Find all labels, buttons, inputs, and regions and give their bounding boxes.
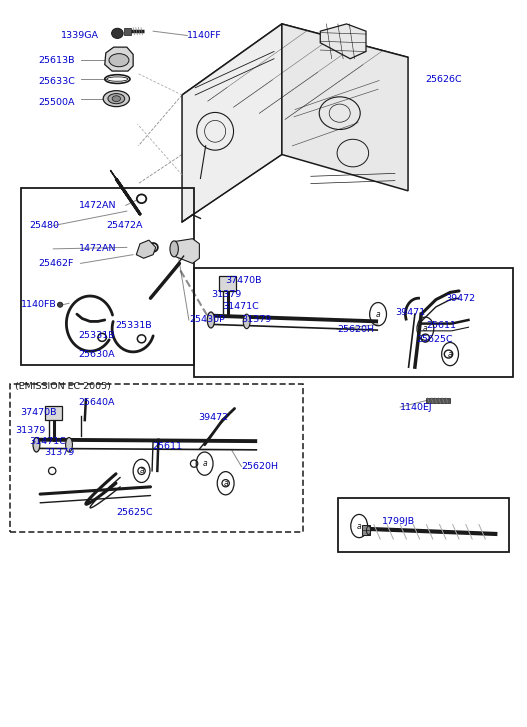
Polygon shape: [174, 238, 199, 263]
Ellipse shape: [109, 54, 129, 67]
Ellipse shape: [103, 91, 130, 107]
Text: 25480: 25480: [30, 221, 60, 230]
Ellipse shape: [243, 314, 250, 329]
Ellipse shape: [112, 96, 121, 102]
Text: 31379: 31379: [44, 448, 74, 457]
Ellipse shape: [108, 94, 125, 104]
Text: 1339GA: 1339GA: [61, 31, 99, 40]
Ellipse shape: [112, 28, 123, 39]
Text: a: a: [202, 459, 207, 468]
Ellipse shape: [33, 438, 40, 452]
Polygon shape: [182, 24, 282, 222]
Text: (EMISSION EC 2005): (EMISSION EC 2005): [15, 382, 111, 391]
Bar: [124, 28, 131, 35]
Text: 31471C: 31471C: [30, 437, 66, 446]
Text: 1799JB: 1799JB: [382, 517, 415, 526]
Ellipse shape: [170, 241, 178, 257]
Text: 25620H: 25620H: [337, 325, 374, 334]
Text: 25331B: 25331B: [115, 321, 152, 330]
Text: 1140FB: 1140FB: [21, 300, 56, 309]
Text: 25625C: 25625C: [116, 507, 153, 517]
Text: 31379: 31379: [15, 426, 46, 435]
Bar: [10, 384, 303, 532]
Text: 31379: 31379: [211, 290, 241, 299]
Text: 25611: 25611: [152, 443, 182, 451]
Text: 25620H: 25620H: [241, 462, 278, 471]
Bar: [363, 526, 370, 536]
Text: 1140EJ: 1140EJ: [400, 403, 433, 411]
Bar: [219, 276, 236, 291]
Polygon shape: [282, 24, 408, 190]
Ellipse shape: [65, 438, 72, 452]
Polygon shape: [320, 24, 366, 59]
Text: 25633C: 25633C: [38, 78, 75, 87]
Ellipse shape: [57, 302, 63, 308]
Text: 1140FF: 1140FF: [187, 31, 222, 40]
Text: a: a: [223, 478, 228, 488]
Text: 25625C: 25625C: [416, 335, 453, 344]
Text: 25640A: 25640A: [79, 398, 115, 407]
Bar: [45, 406, 62, 420]
Bar: [194, 268, 513, 377]
Bar: [426, 398, 450, 403]
Ellipse shape: [207, 312, 214, 328]
Text: 25630A: 25630A: [79, 350, 115, 359]
Text: 39472: 39472: [445, 294, 475, 302]
Text: 37470B: 37470B: [226, 276, 262, 284]
Text: 37470B: 37470B: [21, 409, 57, 417]
Text: 25613B: 25613B: [38, 56, 75, 65]
Text: 25611: 25611: [426, 321, 456, 330]
Text: a: a: [423, 324, 428, 333]
Text: 25462F: 25462F: [38, 259, 74, 268]
Text: 1472AN: 1472AN: [79, 244, 116, 253]
Bar: [338, 498, 510, 553]
Text: 25626C: 25626C: [425, 75, 462, 84]
Text: a: a: [139, 467, 144, 475]
Text: 39471: 39471: [395, 308, 425, 317]
Text: 1472AN: 1472AN: [79, 201, 116, 210]
Text: 25331B: 25331B: [79, 332, 115, 340]
Text: a: a: [376, 310, 380, 318]
Text: 39472: 39472: [198, 414, 228, 422]
Text: 25472A: 25472A: [106, 221, 142, 230]
Polygon shape: [182, 24, 408, 126]
Text: 31471C: 31471C: [222, 302, 259, 311]
Polygon shape: [136, 240, 156, 258]
Bar: [21, 188, 194, 365]
Polygon shape: [105, 47, 133, 71]
Text: 31379: 31379: [241, 316, 272, 324]
Text: 25430P: 25430P: [189, 316, 225, 324]
Text: a: a: [448, 350, 452, 358]
Text: a: a: [357, 521, 362, 531]
Text: 25500A: 25500A: [38, 97, 75, 107]
